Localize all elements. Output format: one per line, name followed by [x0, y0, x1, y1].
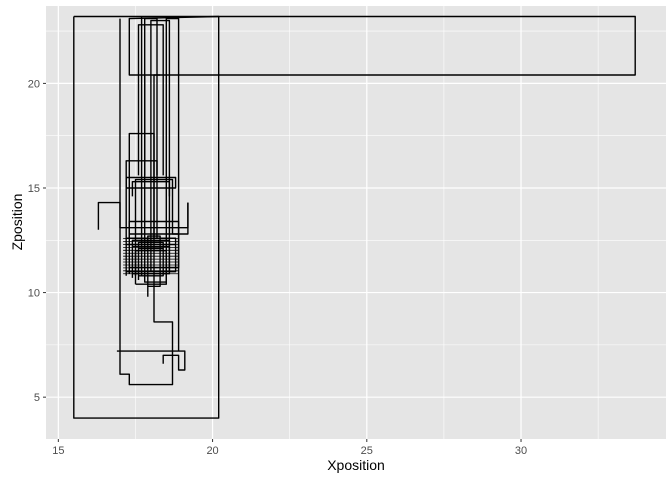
series-path-1 [73, 15, 220, 419]
plot-panel [46, 6, 666, 439]
series-path-16 [125, 176, 177, 189]
x-tick-label: 20 [206, 445, 218, 457]
y-axis-title: Zposition [9, 194, 25, 251]
x-axis-ticks: 15 20 25 30 [52, 439, 527, 457]
x-axis-title: Xposition [327, 457, 385, 473]
series-path-19 [144, 17, 158, 176]
x-tick-label: 25 [361, 445, 373, 457]
x-tick-label: 30 [515, 445, 527, 457]
series-path-20 [150, 19, 171, 272]
major-gridlines [46, 6, 666, 439]
x-tick-label: 15 [52, 445, 64, 457]
minor-gridlines [46, 6, 666, 439]
y-tick-label: 15 [28, 183, 40, 195]
series-path-2 [128, 15, 636, 76]
y-tick-label: 10 [28, 288, 40, 300]
series-path-4 [116, 350, 186, 371]
y-axis-ticks: 5 10 15 20 [28, 78, 46, 404]
series-layer [73, 15, 636, 419]
series-path-7 [134, 178, 189, 276]
series-path-10 [137, 241, 164, 280]
y-tick-label: 5 [34, 392, 40, 404]
y-tick-label: 20 [28, 78, 40, 90]
